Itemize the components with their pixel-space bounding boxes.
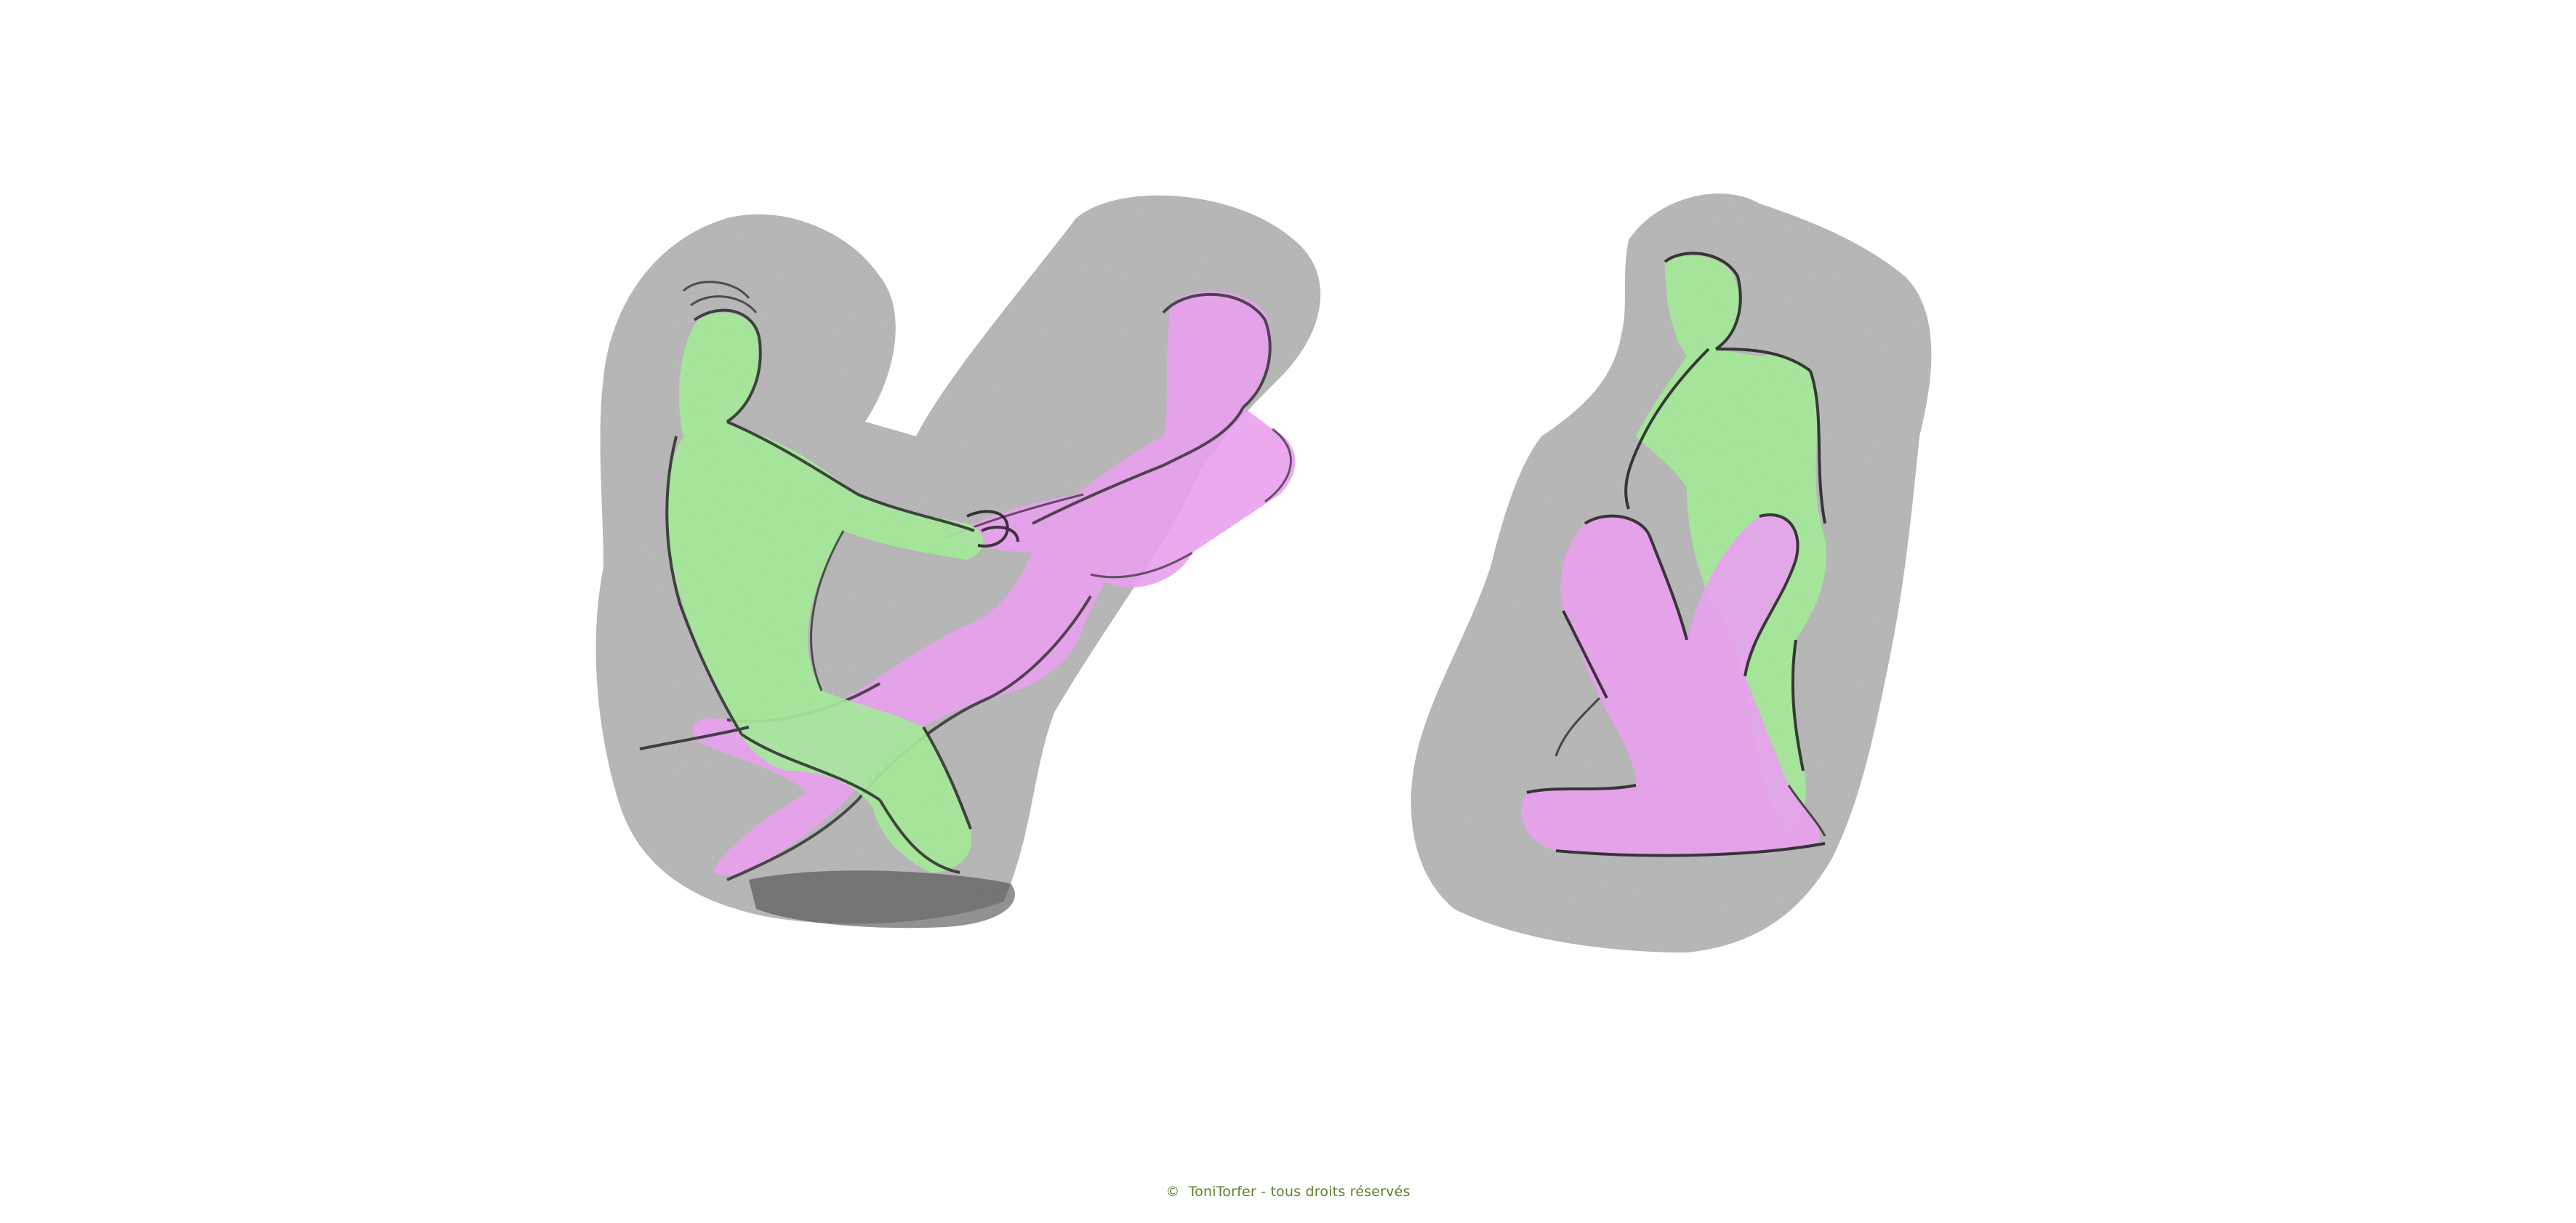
pink-figure-right xyxy=(1521,513,1826,857)
copyright-footer: © ToniTorfer - tous droits réservés xyxy=(0,1184,2576,1200)
green-figure-right xyxy=(1624,252,1826,829)
shadow-ground-left xyxy=(749,870,1015,929)
right-drawing xyxy=(1411,193,1932,953)
green-figure-left xyxy=(639,281,984,874)
left-drawing xyxy=(595,195,1321,929)
copyright-symbol: © xyxy=(1165,1184,1180,1200)
clasped-hands xyxy=(966,510,1019,548)
copyright-text: ToniTorfer - tous droits réservés xyxy=(1188,1184,1411,1200)
